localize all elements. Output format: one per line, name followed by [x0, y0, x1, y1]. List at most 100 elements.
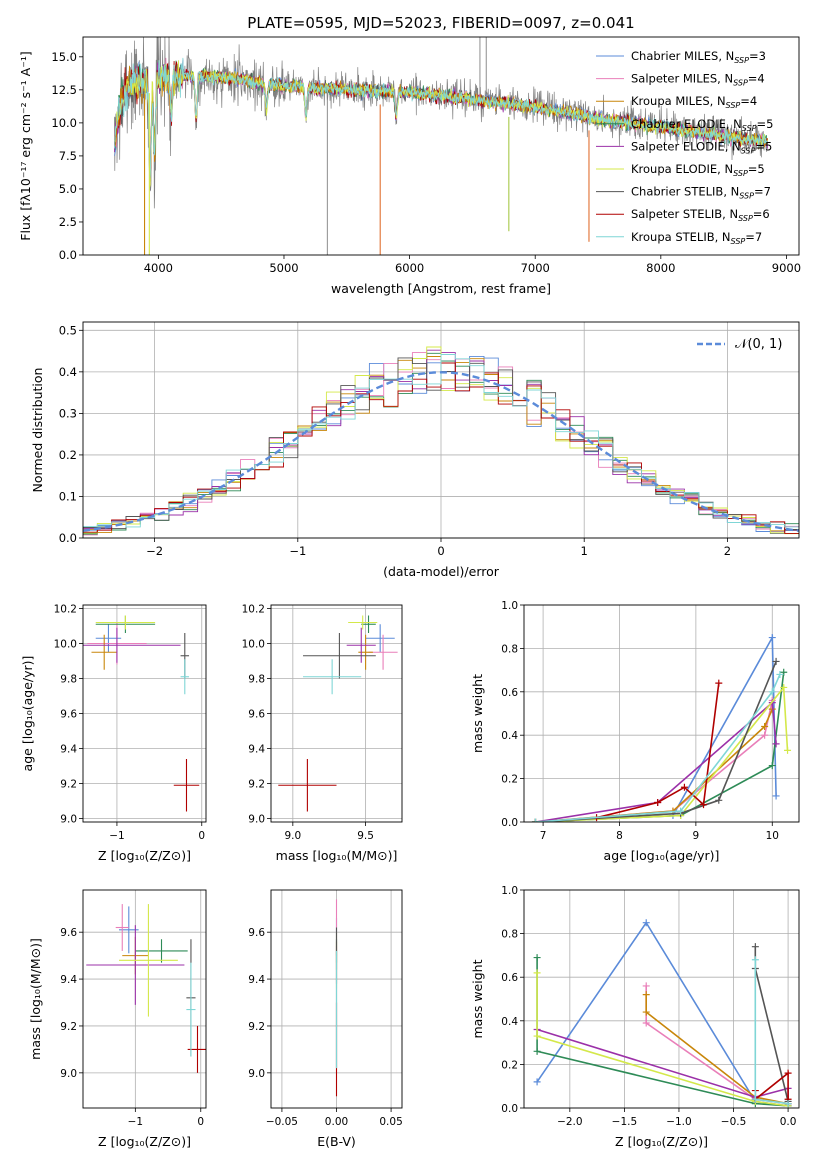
mass-age-ytick-label: 9.8 [248, 674, 265, 686]
mass-age-ytick-label: 9.0 [248, 814, 265, 826]
z-mass-axes: −1 0 9.0 9.2 9.4 9.6 Z [log₁₀(Z/Z⊙)] mass [log₁… [28, 889, 207, 1149]
gaussian-legend-label: 𝒩(0, 1) [735, 337, 782, 352]
legend-label-3: Kroupa MILES, NSSP=4 [631, 94, 757, 110]
z-age-ytick-label: 10.0 [54, 639, 77, 651]
spectrum-legend: Chabrier MILES, NSSP=3 Salpeter MILES, NS… [596, 49, 773, 246]
z-age-point-6 [95, 615, 156, 630]
panel-z-age: −1 0 9.0 9.2 9.4 9.6 9.8 10.0 10.2 Z [log₁₀(Z/Z⊙)… [20, 604, 207, 863]
spectrum-axes: 4000 5000 6000 7000 8000 9000 0.0 2.5 5.0 7.5 10.0… [18, 36, 801, 296]
residuals-ytick-label: 0.2 [59, 448, 77, 462]
spectrum-xtick-label: 6000 [395, 261, 424, 275]
panel-ebv-mass: −0.05 0.00 0.05 9.0 9.2 9.4 9.6 E(B-V) [248, 889, 403, 1149]
ebv-mass-frame [270, 889, 403, 1109]
mass-age-xtick-label: 9.5 [357, 830, 374, 842]
spectrum-xtick-label: 4000 [144, 261, 173, 275]
weight-z-ytick-label: 1.0 [501, 885, 518, 897]
weight-age-ytick-label: 0.0 [501, 817, 518, 829]
weight-age-ytick-label: 0.8 [501, 643, 518, 655]
spectrum-xtick-label: 5000 [269, 261, 298, 275]
weight-z-marker [784, 1100, 792, 1108]
spectrum-ytick-label: 0.0 [59, 248, 77, 262]
weight-age-marker [780, 668, 788, 676]
residuals-axes: −2 −1 0 1 2 0.0 0.1 0.2 0.3 0.4 0.5 (data-model)/er… [30, 321, 800, 579]
mass-age-ytick-label: 9.2 [248, 779, 265, 791]
weight-age-marker [772, 792, 780, 800]
z-mass-point-6 [118, 904, 178, 1017]
weight-age-marker [680, 783, 688, 791]
residuals-xtick-label: −1 [289, 544, 306, 558]
z-age-xlabel: Z [log₁₀(Z/Z⊙)] [98, 848, 191, 863]
weight-z-marker [784, 1069, 792, 1077]
z-age-xtick-label: 0 [198, 830, 205, 842]
z-mass-ytick-label: 9.2 [60, 1021, 77, 1033]
z-age-ytick-label: 9.2 [60, 779, 77, 791]
spectrum-ytick-label: 2.5 [59, 215, 77, 229]
weight-age-marker [772, 740, 780, 748]
mass-age-plot-area [278, 615, 398, 812]
panel-mass-age: 9.0 9.5 9.0 9.2 9.4 9.6 9.8 10.0 10.2 mass [log₁₀… [242, 604, 403, 863]
residuals-plot-area [83, 346, 799, 536]
weight-age-marker [715, 679, 723, 687]
weight-age-series-9 [535, 674, 781, 822]
weight-age-marker [768, 634, 776, 642]
z-mass-ytick-label: 9.4 [60, 974, 77, 986]
panel-residuals: −2 −1 0 1 2 0.0 0.1 0.2 0.3 0.4 0.5 (data-model)/er… [30, 321, 800, 579]
weight-age-plot-area [531, 634, 792, 822]
spectrum-xtick-label: 8000 [646, 261, 675, 275]
legend-label-6: Kroupa ELODIE, NSSP=5 [631, 162, 765, 178]
spectrum-ytick-label: 7.5 [59, 149, 77, 163]
mass-age-axes: 9.0 9.5 9.0 9.2 9.4 9.6 9.8 10.0 10.2 mass [log₁₀… [242, 604, 403, 863]
figure-title: PLATE=0595, MJD=52023, FIBERID=0097, z=0… [247, 14, 634, 32]
weight-z-axes: −2.0 −1.5 −1.0 −0.5 0.0 0.0 0.2 0.4 0.6 0.8 1.0 Z [… [470, 885, 800, 1149]
residual-legend: 𝒩(0, 1) [697, 337, 782, 352]
ebv-mass-xtick-label: −0.05 [266, 1116, 298, 1128]
weight-z-marker [642, 919, 650, 927]
weight-age-marker [677, 807, 685, 815]
z-mass-ytick-label: 9.6 [60, 927, 77, 939]
weight-age-marker [780, 683, 788, 691]
weight-age-ytick-label: 0.2 [501, 774, 518, 786]
weight-z-marker [751, 956, 759, 964]
z-age-point-9 [180, 659, 190, 695]
z-mass-point-5 [86, 925, 185, 1005]
weight-z-ytick-label: 0.0 [501, 1103, 518, 1115]
weight-age-marker [531, 818, 539, 822]
spectrum-ytick-label: 12.5 [51, 83, 77, 97]
weight-age-xtick-label: 9 [693, 830, 700, 842]
weight-age-marker [715, 796, 723, 804]
mass-age-point-6 [348, 615, 378, 630]
legend-label-9: Kroupa STELIB, NSSP=7 [631, 230, 762, 246]
weight-age-marker [761, 723, 769, 731]
weight-z-xtick-label: −2.0 [557, 1116, 583, 1128]
weight-z-marker [642, 1008, 650, 1016]
weight-z-ytick-label: 0.2 [501, 1059, 518, 1071]
panel-weight-z: −2.0 −1.5 −1.0 −0.5 0.0 0.0 0.2 0.4 0.6 0.8 1.0 Z [… [470, 885, 800, 1149]
z-age-plot-area [83, 615, 200, 812]
weight-age-marker [776, 670, 784, 678]
spectrum-xtick-label: 7000 [521, 261, 550, 275]
spectrum-frame [82, 36, 800, 256]
weight-z-marker [533, 1032, 541, 1040]
residuals-ylabel: Normed distribution [30, 368, 45, 493]
z-mass-frame [82, 889, 207, 1109]
spectrum-ytick-label: 15.0 [51, 50, 77, 64]
residuals-ytick-label: 0.5 [59, 323, 77, 337]
mass-age-point-7 [303, 633, 376, 679]
z-mass-point-4 [135, 939, 188, 963]
z-age-axes: −1 0 9.0 9.2 9.4 9.6 9.8 10.0 10.2 Z [log₁₀(Z/Z⊙)… [20, 604, 207, 863]
z-age-point-5 [83, 627, 181, 663]
weight-age-marker [768, 762, 776, 770]
weight-age-marker [784, 746, 792, 754]
ebv-mass-xlabel: E(B-V) [317, 1134, 356, 1149]
weight-z-marker [751, 943, 759, 951]
weight-z-ytick-label: 0.8 [501, 929, 518, 941]
residuals-xtick-label: 0 [437, 544, 444, 558]
residuals-xlabel: (data-model)/error [383, 564, 500, 579]
weight-age-xtick-label: 10 [766, 830, 779, 842]
z-age-ylabel: age [log₁₀(age/yr)] [20, 656, 35, 772]
z-mass-plot-area [86, 904, 206, 1073]
weight-age-frame [523, 604, 800, 823]
mass-age-ytick-label: 9.6 [248, 709, 265, 721]
weight-age-series-7 [535, 661, 777, 822]
residuals-ytick-label: 0.3 [59, 406, 77, 420]
